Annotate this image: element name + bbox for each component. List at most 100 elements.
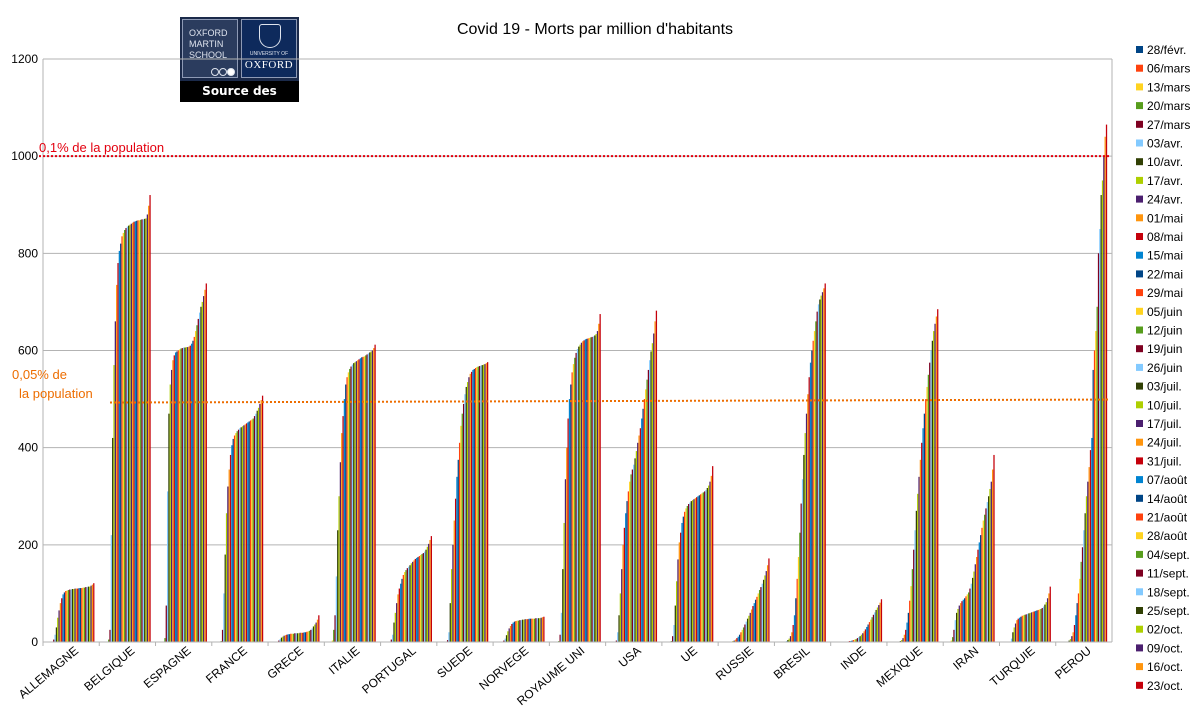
data-source-link[interactable]: Source des données [180, 81, 299, 119]
bar [452, 544, 454, 642]
bar [406, 568, 408, 642]
bar [919, 459, 922, 642]
bar [86, 587, 88, 642]
bar [748, 615, 750, 642]
bar [148, 205, 150, 642]
bar [970, 583, 972, 642]
bar [83, 587, 86, 642]
bar [235, 433, 237, 642]
bar [750, 609, 753, 642]
bar [623, 527, 626, 642]
bar [866, 626, 868, 642]
bar [413, 560, 415, 642]
bar [1072, 632, 1074, 642]
bar [260, 400, 262, 642]
bar [969, 588, 971, 642]
legend-swatch [1136, 289, 1143, 297]
bar [696, 497, 698, 642]
bar [55, 627, 58, 642]
bar [197, 318, 199, 642]
bar [430, 536, 432, 642]
bar [1016, 620, 1018, 642]
bar [1014, 623, 1017, 642]
legend-swatch [1136, 345, 1143, 353]
bar [923, 413, 926, 642]
bar [288, 634, 291, 642]
legend-swatch [1136, 663, 1143, 671]
legend-label: 24/juil. [1147, 436, 1182, 450]
bar [178, 349, 181, 642]
bar [164, 638, 166, 642]
bar [199, 312, 201, 642]
bar [125, 228, 127, 642]
bar [858, 637, 860, 642]
logo-dots-icon [189, 68, 235, 76]
y-axis-labels: 0 200 400 600 800 1000 1200 [11, 52, 38, 649]
bar [520, 620, 522, 642]
bar [470, 371, 473, 642]
bar [966, 594, 968, 642]
university-of-text: UNIVERSITY OF [249, 51, 289, 57]
bar [91, 584, 94, 642]
bar [709, 481, 711, 642]
bar [252, 418, 254, 642]
bar [287, 634, 289, 642]
bar [172, 360, 174, 642]
bar [795, 598, 797, 642]
legend-label: 05/juin [1147, 305, 1182, 319]
bar [1038, 609, 1041, 642]
bar [1079, 578, 1081, 642]
bar [283, 635, 285, 642]
bar [69, 589, 71, 642]
legend-label: 08/mai [1147, 230, 1183, 244]
bar [1012, 632, 1014, 642]
bar [181, 348, 183, 642]
bar [672, 636, 674, 642]
legend-label: 14/août [1147, 492, 1188, 506]
bar [227, 486, 229, 642]
bar [621, 569, 623, 643]
bar [851, 640, 853, 642]
bar [961, 601, 963, 642]
bar [54, 634, 56, 642]
bar [185, 347, 187, 642]
y-tick-label: 0 [31, 635, 38, 649]
bar [521, 619, 524, 642]
bar [203, 296, 205, 642]
bar [978, 542, 980, 642]
bar [821, 292, 824, 642]
bar [168, 413, 170, 642]
bar [429, 539, 431, 642]
bar [1092, 369, 1094, 642]
legend-label: 26/juin [1147, 361, 1182, 375]
bar [396, 603, 398, 642]
bar [193, 336, 195, 642]
legend-label: 31/juil. [1147, 454, 1182, 468]
bar [680, 532, 682, 642]
bar [710, 475, 712, 642]
bar [862, 633, 864, 642]
bar [229, 454, 232, 642]
legend-label: 04/sept. [1147, 548, 1190, 562]
bar [880, 599, 883, 642]
bar [685, 508, 687, 642]
bar [1049, 586, 1051, 642]
bar [736, 638, 738, 642]
bar [82, 587, 84, 642]
bar [307, 631, 309, 642]
bar [870, 619, 872, 642]
legend-swatch [1136, 420, 1143, 427]
bar [136, 220, 138, 642]
bar [617, 632, 619, 642]
bar [926, 386, 928, 642]
legend-swatch [1136, 457, 1143, 465]
bar [539, 618, 541, 642]
bar [952, 637, 954, 642]
bar [132, 222, 134, 643]
chart-bars [51, 124, 1108, 643]
bar [678, 542, 680, 642]
bar [1081, 547, 1084, 642]
bar [481, 365, 483, 642]
legend-label: 17/juil. [1147, 417, 1182, 431]
